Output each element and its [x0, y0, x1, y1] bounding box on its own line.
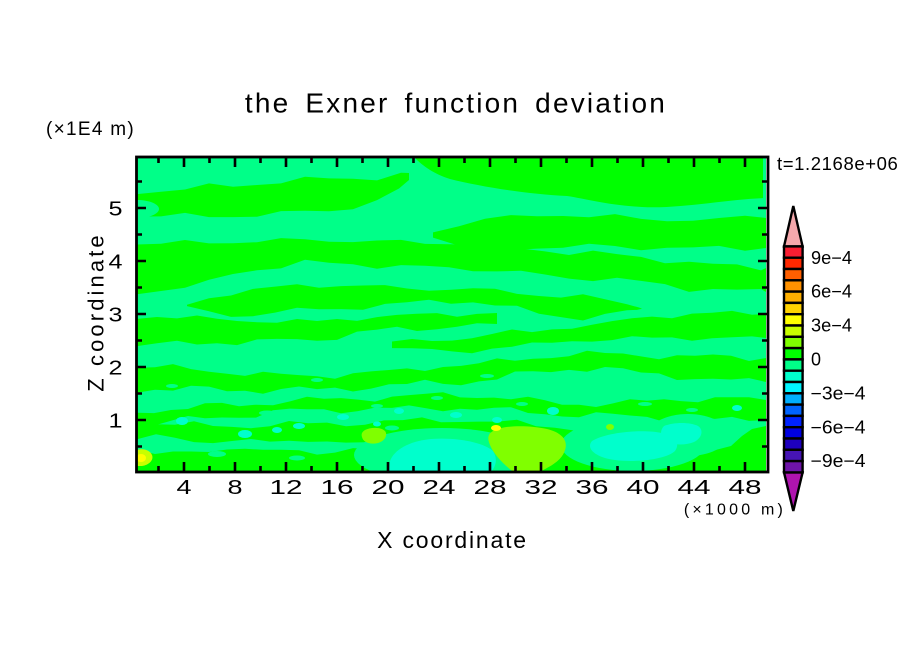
svg-text:24: 24: [423, 477, 456, 499]
svg-text:X coordinate: X coordinate: [377, 527, 528, 553]
svg-text:6e−4: 6e−4: [811, 282, 852, 302]
svg-text:1: 1: [109, 410, 123, 432]
svg-text:4: 4: [177, 477, 192, 499]
svg-text:32: 32: [525, 477, 558, 499]
svg-text:3e−4: 3e−4: [811, 316, 852, 336]
svg-text:−9e−4: −9e−4: [811, 451, 866, 471]
svg-text:12: 12: [270, 477, 303, 499]
svg-text:16: 16: [321, 477, 354, 499]
svg-text:Z coordinate: Z coordinate: [84, 232, 109, 392]
svg-text:20: 20: [372, 477, 405, 499]
svg-text:3: 3: [109, 304, 123, 326]
svg-text:5: 5: [109, 198, 123, 220]
svg-text:t=1.2168e+06: t=1.2168e+06: [777, 153, 898, 174]
svg-text:(×1000 m): (×1000 m): [684, 502, 786, 519]
svg-text:36: 36: [576, 477, 609, 499]
svg-text:48: 48: [729, 477, 762, 499]
svg-text:0: 0: [811, 350, 821, 370]
svg-text:44: 44: [678, 477, 711, 499]
svg-text:8: 8: [228, 477, 243, 499]
svg-text:9e−4: 9e−4: [811, 248, 852, 268]
svg-text:4: 4: [109, 251, 123, 273]
svg-text:(×1E4 m): (×1E4 m): [46, 119, 135, 140]
svg-text:the Exner function deviation: the Exner function deviation: [245, 88, 667, 119]
svg-text:−6e−4: −6e−4: [811, 417, 866, 437]
svg-text:40: 40: [627, 477, 660, 499]
svg-text:−3e−4: −3e−4: [811, 383, 866, 403]
svg-text:2: 2: [109, 357, 123, 379]
svg-text:28: 28: [474, 477, 507, 499]
